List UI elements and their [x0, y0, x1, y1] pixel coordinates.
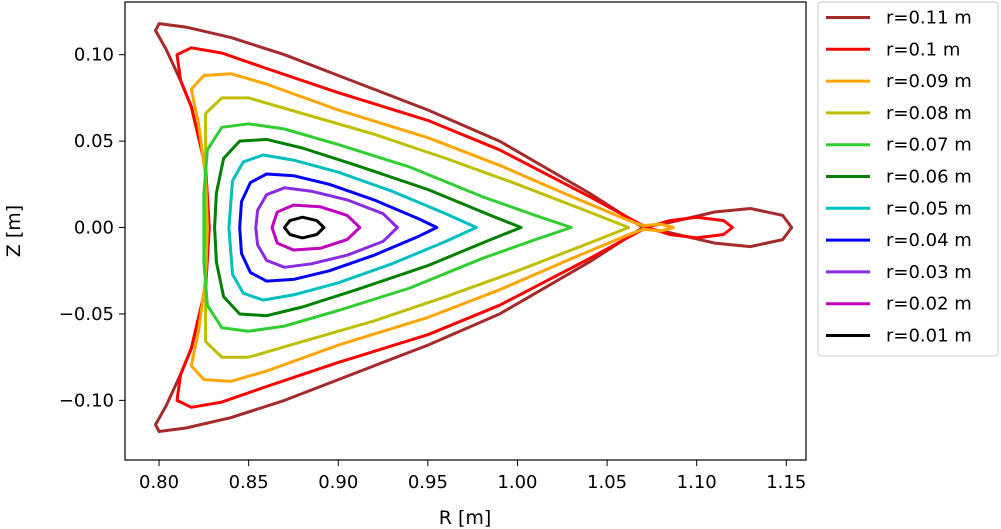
- series-line-8: [238, 172, 439, 283]
- series-line-9: [254, 186, 399, 269]
- x-axis-label: R [m]: [439, 507, 492, 529]
- legend-label: r=0.07 m: [886, 135, 972, 156]
- y-tick-label: 0.10: [74, 45, 114, 66]
- series-line-2: [175, 46, 734, 409]
- legend-label: r=0.11 m: [886, 8, 972, 29]
- legend-frame: [817, 1, 999, 357]
- series-line-6: [213, 137, 523, 318]
- y-axis-label: Z [m]: [3, 205, 25, 257]
- series-line-3: [189, 72, 675, 383]
- legend-label: r=0.01 m: [886, 326, 972, 347]
- x-tick-label: 0.95: [408, 472, 448, 493]
- y-tick-label: 0.05: [74, 131, 114, 152]
- series-line-4: [204, 96, 631, 359]
- legend-label: r=0.09 m: [886, 71, 972, 92]
- x-tick-label: 1.05: [587, 472, 627, 493]
- series-line-10: [270, 203, 362, 252]
- ticks-layer: 0.80 0.85 0.90 0.95 1.00 1.05 1.10 1.15 0.10 0.05…: [59, 45, 806, 493]
- x-tick-label: 1.10: [677, 472, 717, 493]
- x-tick-label: 1.15: [766, 472, 806, 493]
- series-line-7: [227, 153, 478, 302]
- legend-label: r=0.02 m: [886, 294, 972, 315]
- legend-label: r=0.06 m: [886, 167, 972, 188]
- y-tick-label: −0.05: [59, 304, 114, 325]
- series-line-11: [283, 215, 326, 240]
- x-tick-label: 1.00: [497, 472, 537, 493]
- x-tick-label: 0.85: [229, 472, 269, 493]
- y-tick-label: 0.00: [74, 218, 114, 239]
- legend-label: r=0.05 m: [886, 198, 972, 219]
- legend-label: r=0.03 m: [886, 262, 972, 283]
- y-tick-label: −0.10: [59, 390, 114, 411]
- x-tick-label: 0.90: [318, 472, 358, 493]
- series-line-5: [202, 122, 573, 333]
- plot-frame: [124, 1, 807, 461]
- legend-label: r=0.08 m: [886, 103, 972, 124]
- x-tick-label: 0.80: [139, 472, 179, 493]
- legend: r=0.11 m r=0.1 m r=0.09 m r=0.08 m r=0.07 m r…: [817, 1, 999, 357]
- legend-label: r=0.1 m: [886, 39, 960, 60]
- legend-label: r=0.04 m: [886, 230, 972, 251]
- series-layer: [154, 22, 794, 433]
